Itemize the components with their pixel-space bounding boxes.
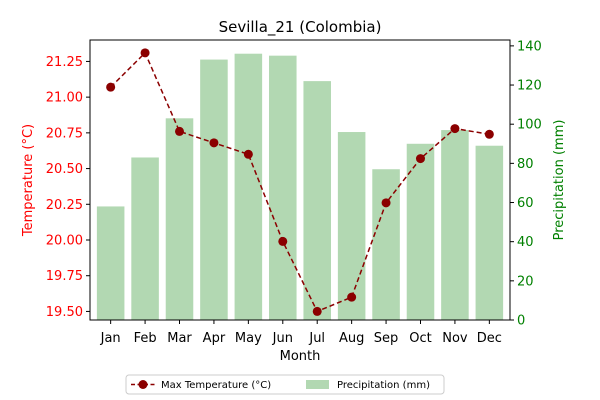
temperature-point-may (243, 149, 253, 159)
right-y-axis: 0 20 40 60 80 100 120 140 (510, 39, 542, 329)
temperature-point-dec (484, 129, 494, 139)
right-y-tick-label: 100 (517, 118, 542, 133)
temperature-point-oct (415, 154, 425, 164)
plot-frame (89, 39, 511, 321)
x-tick-label: Aug (339, 331, 364, 346)
left-y-tick-label: 19.50 (46, 305, 83, 320)
right-y-tick-label: 0 (517, 314, 525, 329)
left-y-tick-label: 20.50 (46, 162, 83, 177)
legend-marker-swatch (138, 380, 148, 389)
right-y-axis-label: Precipitation (mm) (552, 120, 567, 241)
x-tick-label: Jun (272, 331, 293, 346)
temperature-point-aug (347, 292, 357, 302)
x-axis-label: Month (280, 349, 321, 364)
precipitation-bar-apr (200, 59, 228, 321)
x-tick-label: Feb (134, 331, 157, 346)
precipitation-bar-nov (441, 130, 469, 320)
temperature-series-line (110, 51, 490, 313)
precipitation-bar-sep (372, 169, 400, 320)
precipitation-bar-jun (269, 55, 297, 320)
left-y-tick-label: 20.75 (46, 126, 83, 141)
legend-label-temperature: Max Temperature (°C) (161, 380, 271, 391)
legend-label-precipitation: Precipitation (mm) (337, 380, 430, 391)
temperature-point-mar (175, 126, 185, 136)
temperature-line (106, 48, 494, 316)
precipitation-bar-may (234, 53, 263, 320)
x-tick-label: May (235, 331, 262, 346)
right-y-tick-label: 60 (517, 196, 534, 211)
left-y-tick-label: 20.00 (46, 234, 83, 249)
temperature-point-nov (450, 124, 460, 134)
right-y-tick-label: 80 (517, 157, 534, 172)
temperature-point-apr (209, 138, 219, 148)
precipitation-bar-dec (475, 145, 504, 320)
legend-box (125, 374, 445, 395)
temperature-point-feb (140, 48, 150, 58)
right-y-tick-label: 140 (517, 39, 542, 54)
precipitation-bars (96, 53, 504, 321)
legend-bar-swatch (306, 380, 329, 389)
chart-title: Sevilla_21 (Colombia) (219, 18, 382, 37)
left-y-tick-label: 20.25 (46, 198, 83, 213)
temperature-point-jan (106, 82, 116, 92)
x-tick-label: Nov (442, 331, 468, 346)
temperature-point-sep (381, 198, 391, 208)
x-tick-label: Dec (477, 331, 502, 346)
temperature-point-jul (312, 306, 322, 316)
x-tick-label: Mar (167, 331, 192, 346)
x-axis: Jan Feb Mar Apr May Jun Jul Aug Sep Oct Nov Dec (100, 320, 502, 346)
precipitation-bar-jul (303, 81, 331, 320)
x-tick-label: Sep (374, 331, 399, 346)
left-y-tick-label: 19.75 (46, 269, 83, 284)
x-tick-label: Oct (409, 331, 431, 346)
left-y-tick-label: 21.00 (46, 91, 83, 106)
precipitation-bar-mar (165, 118, 194, 320)
precipitation-bar-feb (131, 157, 159, 320)
left-y-tick-label: 21.25 (46, 55, 83, 70)
precipitation-bar-jan (96, 206, 125, 320)
right-y-tick-label: 40 (517, 235, 534, 250)
x-tick-label: Jul (308, 331, 325, 346)
left-y-axis-label: Temperature (°C) (21, 124, 36, 237)
precipitation-bar-aug (337, 132, 366, 320)
x-tick-label: Jan (100, 331, 121, 346)
legend: Max Temperature (°C) Precipitation (mm) (125, 374, 445, 395)
precipitation-bar-oct (406, 143, 435, 320)
temperature-point-jun (278, 236, 288, 246)
x-tick-label: Apr (203, 331, 226, 346)
left-y-axis: 19.50 19.75 20.00 20.25 20.50 20.75 21.00 21.25 (46, 55, 90, 320)
right-y-tick-label: 20 (517, 274, 534, 289)
right-y-tick-label: 120 (517, 79, 542, 94)
